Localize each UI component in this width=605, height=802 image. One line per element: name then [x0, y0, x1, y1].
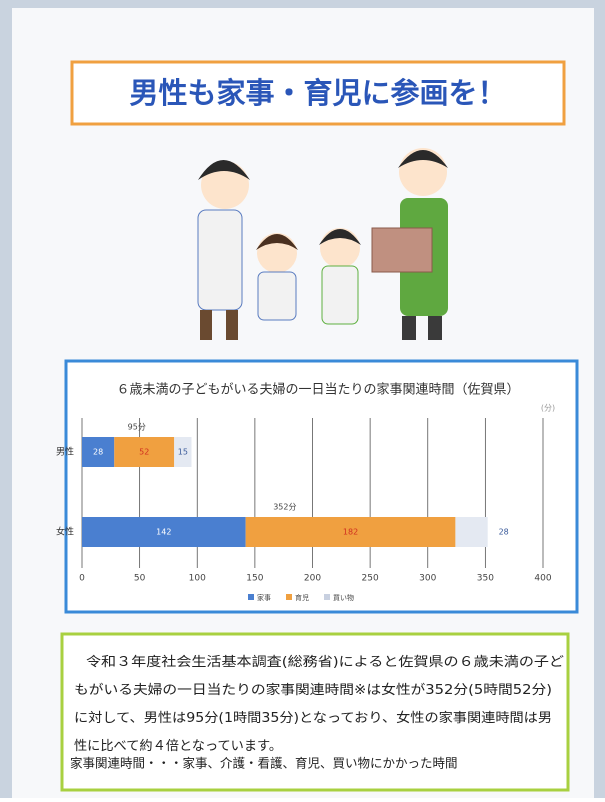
chart-box — [64, 359, 579, 614]
legend-swatch — [286, 594, 292, 600]
unit-label: (分) — [541, 404, 555, 413]
data-label: 28 — [93, 448, 103, 457]
data-label: 182 — [343, 528, 358, 537]
x-tick-label: 100 — [189, 574, 206, 584]
legend-label: 家事 — [257, 593, 271, 602]
data-label: 15 — [178, 448, 188, 457]
y-tick-label: 男性 — [56, 446, 74, 458]
total-label: 95分 — [128, 423, 146, 432]
note-box — [60, 632, 570, 792]
legend-label: 育児 — [295, 593, 309, 602]
legend-swatch — [248, 594, 254, 600]
note-line: 性に比べて約４倍となっています。 — [74, 738, 282, 754]
bar-segment — [245, 517, 456, 547]
legend-label: 買い物 — [333, 593, 354, 602]
x-tick-label: 50 — [134, 574, 146, 584]
bar-segment — [174, 437, 192, 467]
x-tick-label: 250 — [362, 574, 379, 584]
title-box — [70, 60, 566, 126]
bar-segment — [114, 437, 175, 467]
x-tick-label: 400 — [534, 574, 551, 584]
total-label: 352分 — [273, 503, 296, 512]
note-line: に対して、男性は95分(1時間35分)となっており、女性の家事関連時間は男 — [74, 709, 552, 726]
data-label: 142 — [156, 528, 171, 537]
bar-segment — [82, 437, 115, 467]
y-tick-label: 女性 — [56, 526, 74, 538]
x-tick-label: 350 — [477, 574, 494, 584]
x-tick-label: 300 — [419, 574, 436, 584]
x-tick-label: 150 — [246, 574, 263, 584]
bar-segment — [82, 517, 246, 547]
poster-title: 男性も家事・育児に参画を！ — [129, 76, 506, 110]
note-line: 令和３年度社会生活基本調査(総務省)によると佐賀県の６歳未満の子ど — [86, 654, 564, 670]
legend-swatch — [324, 594, 330, 600]
note: 令和３年度社会生活基本調査(総務省)によると佐賀県の６歳未満の子どもがいる夫婦の… — [70, 654, 564, 771]
bar-segment — [455, 517, 488, 547]
illustration — [197, 148, 448, 340]
data-label: 52 — [139, 448, 149, 457]
data-label: 28 — [499, 528, 509, 537]
x-tick-label: 0 — [79, 574, 85, 584]
chart-title: ６歳未満の子どもがいる夫婦の一日当たりの家事関連時間（佐賀県） — [116, 382, 519, 398]
x-tick-label: 200 — [304, 574, 321, 584]
note-line: もがいる夫婦の一日当たりの家事関連時間※は女性が352分(5時間52分) — [74, 681, 552, 698]
note-definition: 家事関連時間・・・家事、介護・看護、育児、買い物にかかった時間 — [70, 756, 458, 771]
